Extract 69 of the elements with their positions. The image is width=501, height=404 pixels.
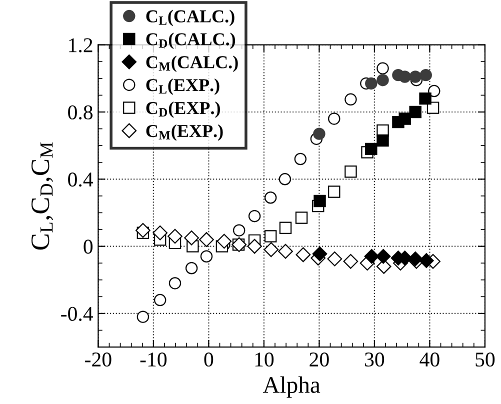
legend-label: C$_{M}$(CALC.)	[146, 56, 238, 72]
point	[409, 70, 422, 83]
point	[294, 152, 307, 166]
point	[409, 106, 422, 118]
point	[168, 228, 182, 244]
point	[344, 93, 357, 106]
point	[328, 186, 340, 198]
y-tick-label: 1.2	[69, 38, 92, 52]
x-tick-label: -10	[140, 352, 167, 367]
point	[264, 230, 277, 242]
y-tick-label: -0.4	[61, 306, 94, 321]
point	[313, 128, 326, 140]
x-tick-label: 30	[365, 352, 384, 367]
legend-label: C$_{M}$(EXP.)	[146, 124, 223, 141]
point	[376, 134, 389, 147]
point	[136, 222, 150, 238]
x-tick-label: -20	[85, 352, 112, 367]
point	[420, 68, 432, 82]
point	[398, 112, 411, 125]
point	[232, 224, 246, 236]
point	[216, 234, 232, 249]
point	[312, 246, 328, 262]
point	[279, 222, 292, 234]
point	[264, 242, 279, 258]
legend-label: C$_{D}$(CALC.)	[146, 32, 236, 50]
y-tick-label: 0	[84, 240, 93, 254]
point	[248, 210, 261, 222]
point	[136, 310, 150, 323]
x-tick-label: 50	[476, 352, 495, 367]
legend-label: C$_{D}$(EXP.)	[146, 101, 220, 118]
point	[365, 142, 378, 156]
point	[426, 102, 440, 114]
point	[376, 62, 389, 74]
point	[344, 165, 357, 178]
x-tick-label: 0	[204, 352, 214, 367]
point	[296, 247, 311, 262]
point	[199, 232, 214, 248]
point	[200, 250, 213, 262]
x-tick-label: 20	[310, 352, 329, 367]
point	[419, 92, 432, 105]
point	[152, 225, 168, 240]
point	[376, 74, 389, 86]
point	[428, 84, 440, 98]
y-axis-title: C$_{L}$,C$_{D}$,C$_{M}$	[32, 142, 54, 250]
y-tick-label: 0.8	[68, 105, 93, 120]
point	[247, 238, 262, 254]
point	[154, 294, 166, 306]
point	[365, 77, 378, 90]
point	[184, 230, 200, 246]
point	[343, 254, 358, 269]
point	[295, 212, 308, 224]
legend-label: C$_{L}$(CALC.)	[146, 10, 234, 26]
point	[418, 253, 434, 268]
point	[168, 277, 182, 290]
x-tick-label: 10	[255, 352, 274, 367]
y-tick-label: 0.4	[68, 172, 94, 187]
point	[327, 251, 342, 266]
point	[278, 173, 292, 186]
point	[364, 248, 380, 264]
point	[376, 248, 391, 264]
legend-label: C$_{L}$(EXP.)	[146, 78, 220, 95]
point	[278, 244, 293, 259]
x-axis-title: Alpha	[262, 376, 320, 398]
point	[398, 70, 411, 83]
point	[185, 262, 198, 274]
x-tick-label: 40	[420, 352, 440, 367]
point	[328, 112, 340, 125]
point	[264, 192, 277, 204]
point	[314, 194, 326, 208]
